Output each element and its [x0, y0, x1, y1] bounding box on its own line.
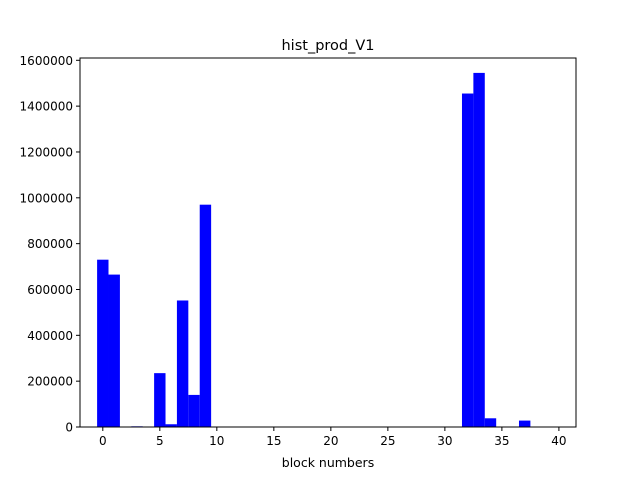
x-tick-label: 0 [99, 434, 107, 448]
y-axis-ticks: 0 200000 400000 600000 800000 1000000 1200000 1… [20, 54, 80, 435]
y-tick-label: 600000 [27, 283, 73, 297]
histogram-bar [188, 394, 200, 427]
histogram-bar [108, 274, 120, 427]
y-tick-label: 200000 [27, 375, 73, 389]
y-tick-label: 1400000 [20, 100, 73, 114]
y-tick-label: 0 [65, 421, 73, 435]
x-tick-label: 5 [156, 434, 164, 448]
x-tick-label: 40 [551, 434, 566, 448]
chart-title: hist_prod_V1 [281, 38, 374, 54]
y-tick-label: 1200000 [20, 145, 73, 159]
histogram-bar [473, 72, 485, 427]
x-tick-label: 10 [209, 434, 224, 448]
x-tick-label: 25 [380, 434, 395, 448]
y-tick-label: 1600000 [20, 54, 73, 68]
y-tick-label: 400000 [27, 329, 73, 343]
histogram-bar [518, 420, 531, 427]
y-tick-label: 800000 [27, 237, 73, 251]
x-tick-label: 15 [266, 434, 281, 448]
bars-group [97, 72, 531, 427]
x-tick-label: 20 [323, 434, 338, 448]
histogram-bar [176, 300, 189, 427]
x-tick-label: 35 [494, 434, 509, 448]
histogram-bar [484, 418, 497, 427]
x-axis-label: block numbers [282, 455, 374, 470]
histogram-bar [154, 373, 166, 427]
x-axis-ticks: 0 5 10 15 20 25 30 35 40 [99, 427, 567, 448]
x-tick-label: 30 [437, 434, 452, 448]
y-tick-label: 1000000 [20, 191, 73, 205]
histogram-bar [165, 424, 177, 427]
histogram-bar [97, 259, 109, 427]
plot-frame [79, 57, 577, 428]
histogram-bar [199, 204, 212, 427]
histogram-bar [461, 93, 474, 427]
